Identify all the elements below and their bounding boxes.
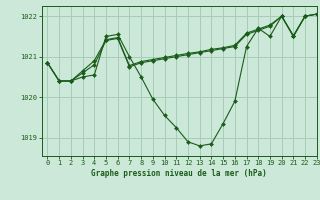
X-axis label: Graphe pression niveau de la mer (hPa): Graphe pression niveau de la mer (hPa) [91, 169, 267, 178]
